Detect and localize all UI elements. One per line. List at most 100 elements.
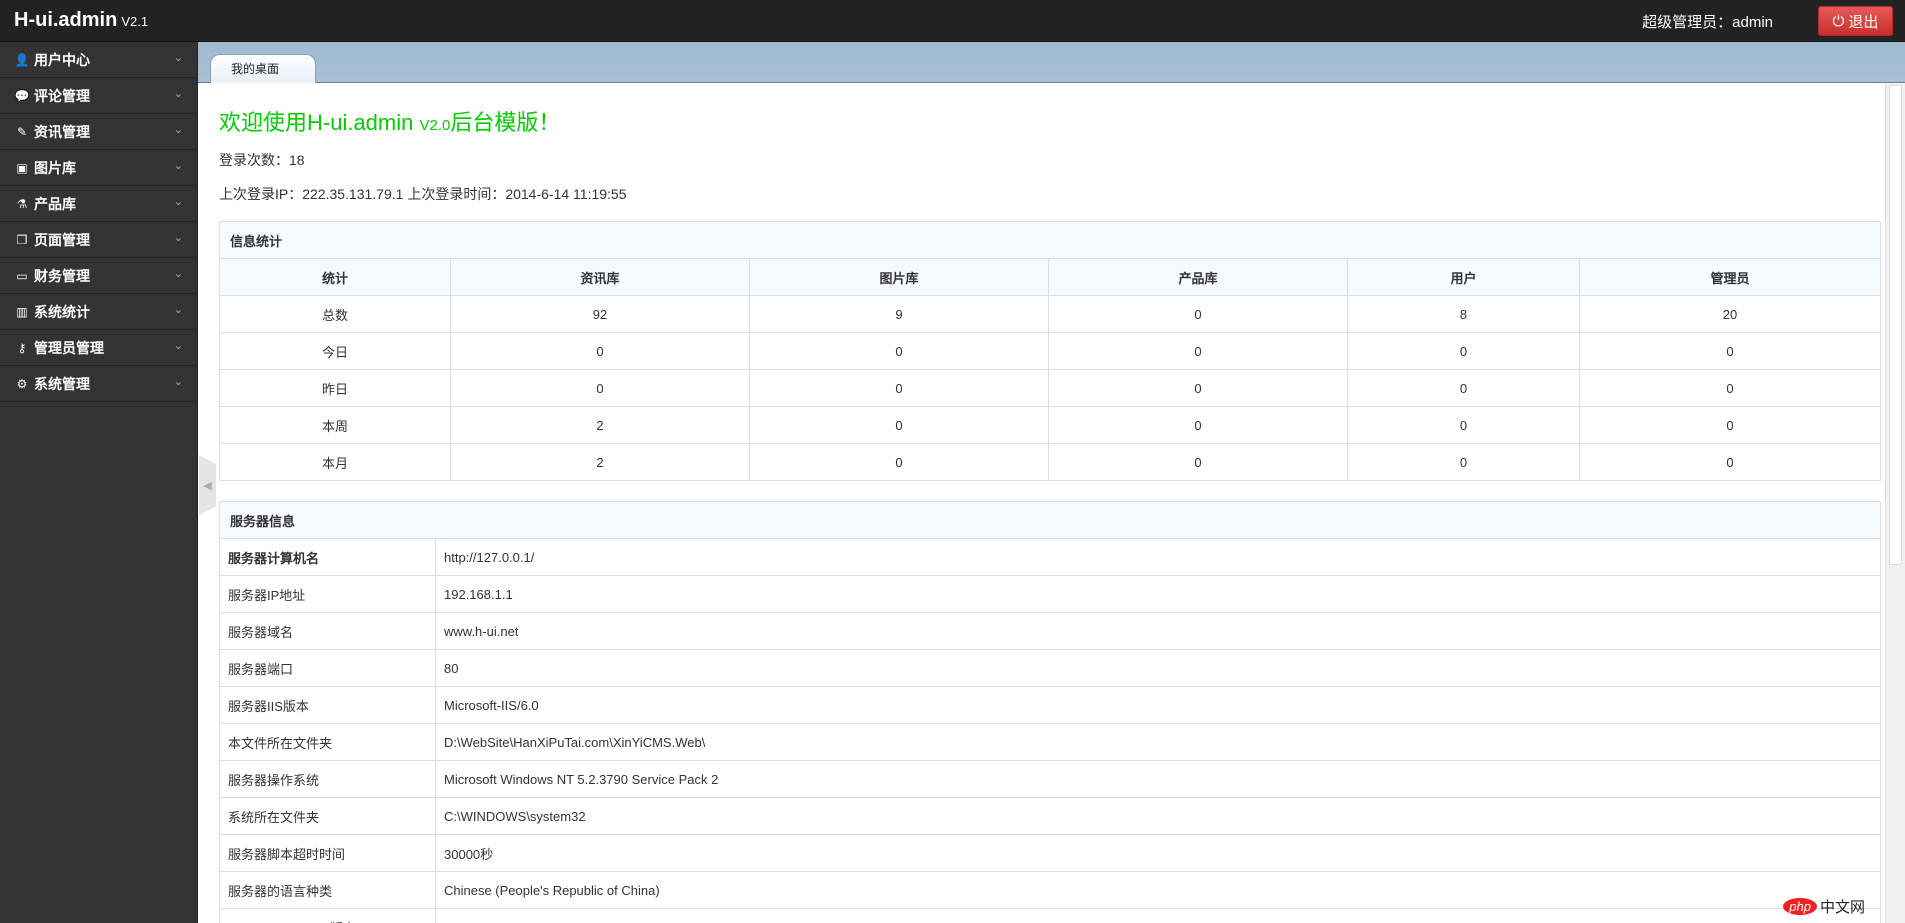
column-header: 资讯库 — [450, 258, 750, 296]
current-user: 超级管理员：admin — [1642, 14, 1773, 31]
table-cell: 0 — [1579, 443, 1881, 481]
table-cell: 0 — [1347, 332, 1580, 370]
table-cell: 0 — [1048, 332, 1348, 370]
power-icon: ⏻ — [1832, 12, 1845, 30]
server-info-table: 服务器信息 服务器计算机名 http://127.0.0.1/服务器IP地址 192.… — [219, 501, 1881, 923]
server-key: 服务器的语言种类 — [219, 871, 436, 909]
server-value: 80 — [435, 649, 1881, 687]
table-row: 服务器端口 80 — [219, 649, 1881, 687]
chevron-down-icon: ⌄ — [173, 196, 183, 208]
comments-icon: 💬 — [14, 88, 30, 103]
table-cell: 0 — [749, 406, 1049, 444]
table-cell: 0 — [450, 369, 750, 407]
table-row: 本周 2 0 0 0 0 — [219, 406, 1881, 444]
column-header: 统计 — [219, 258, 451, 296]
server-key: 本文件所在文件夹 — [219, 723, 436, 761]
sidebar-item-4[interactable]: ⚗ 产品库 ⌄ — [0, 186, 197, 222]
server-info-title: 服务器信息 — [219, 501, 1881, 539]
server-key: 服务器域名 — [219, 612, 436, 650]
chevron-down-icon: ⌄ — [173, 340, 183, 352]
table-cell: 0 — [749, 369, 1049, 407]
sidebar-item-1[interactable]: 💬 评论管理 ⌄ — [0, 78, 197, 114]
cogs-icon: ⚙ — [16, 376, 28, 391]
sidebar-item-9[interactable]: ⚙ 系统管理 ⌄ — [0, 366, 197, 402]
table-row: 本月 2 0 0 0 0 — [219, 443, 1881, 481]
table-cell: 0 — [1048, 443, 1348, 481]
table-row: 今日 0 0 0 0 0 — [219, 332, 1881, 370]
table-cell: 0 — [749, 332, 1049, 370]
sidebar-item-label: 评论管理 — [34, 87, 90, 104]
sidebar-item-5[interactable]: ❐ 页面管理 ⌄ — [0, 222, 197, 258]
table-cell: 92 — [450, 295, 750, 333]
table-cell: 0 — [1347, 369, 1580, 407]
sidebar-item-8[interactable]: ⚷ 管理员管理 ⌄ — [0, 330, 197, 366]
sidebar-item-3[interactable]: ▣ 图片库 ⌄ — [0, 150, 197, 186]
table-cell: 昨日 — [219, 369, 451, 407]
sidebar-item-label: 系统管理 — [34, 375, 90, 392]
beaker-icon: ⚗ — [16, 196, 28, 211]
credit-card-icon: ▭ — [16, 268, 28, 283]
table-cell: 0 — [1347, 406, 1580, 444]
sidebar-item-0[interactable]: 👤 用户中心 ⌄ — [0, 42, 197, 78]
main-content: 欢迎使用H-ui.admin V2.0后台模版！ 登录次数：18 上次登录IP：… — [199, 83, 1885, 923]
version: V2.1 — [121, 14, 149, 29]
table-cell: 0 — [1048, 369, 1348, 407]
chevron-down-icon: ⌄ — [173, 376, 183, 388]
server-key: 服务器脚本超时时间 — [219, 834, 436, 872]
tab-my-desktop[interactable]: 我的桌面 — [210, 54, 316, 83]
sidebar-item-label: 用户中心 — [34, 51, 90, 68]
table-row: 服务器IP地址 192.168.1.1 — [219, 575, 1881, 613]
table-cell: 0 — [1579, 369, 1881, 407]
stats-title: 信息统计 — [219, 221, 1881, 259]
welcome-title: 欢迎使用H-ui.admin V2.0后台模版！ — [219, 110, 561, 135]
chevron-down-icon: ⌄ — [173, 304, 183, 316]
server-value: 192.168.1.1 — [435, 575, 1881, 613]
sidebar-item-6[interactable]: ▭ 财务管理 ⌄ — [0, 258, 197, 294]
table-row: 总数 92 9 0 8 20 — [219, 295, 1881, 333]
server-key: 服务器端口 — [219, 649, 436, 687]
sidebar-item-2[interactable]: ✎ 资讯管理 ⌄ — [0, 114, 197, 150]
table-cell: 0 — [1048, 295, 1348, 333]
sidebar-item-label: 图片库 — [34, 159, 76, 176]
collapse-sidebar-button[interactable]: ◀ — [199, 455, 216, 515]
table-cell: 总数 — [219, 295, 451, 333]
scrollbar[interactable] — [1885, 83, 1905, 923]
table-row: 服务器IIS版本 Microsoft-IIS/6.0 — [219, 686, 1881, 724]
server-value: www.h-ui.net — [435, 612, 1881, 650]
server-value: 2.050727.3655 — [435, 908, 1881, 923]
server-value: Microsoft Windows NT 5.2.3790 Service Pa… — [435, 760, 1881, 798]
table-cell: 0 — [1048, 406, 1348, 444]
column-header: 产品库 — [1048, 258, 1348, 296]
scrollbar-thumb[interactable] — [1889, 85, 1902, 565]
key-icon: ⚷ — [17, 340, 27, 355]
server-key: .NET Framework 版本 — [219, 908, 436, 923]
chevron-down-icon: ⌄ — [173, 124, 183, 136]
table-row: 本文件所在文件夹 D:\WebSite\HanXiPuTai.com\XinYiC… — [219, 723, 1881, 761]
server-key: 服务器IIS版本 — [219, 686, 436, 724]
sidebar-item-label: 管理员管理 — [34, 339, 104, 356]
column-header: 用户 — [1347, 258, 1580, 296]
picture-icon: ▣ — [16, 160, 28, 175]
logo[interactable]: H-ui.admin V2.1 — [14, 9, 149, 31]
table-row: .NET Framework 版本2.050727.3655 — [219, 908, 1881, 923]
table-cell: 2 — [450, 443, 750, 481]
table-cell: 今日 — [219, 332, 451, 370]
logout-button[interactable]: ⏻ 退出 — [1818, 6, 1893, 36]
sidebar-item-label: 系统统计 — [34, 303, 90, 320]
sidebar-item-label: 财务管理 — [34, 267, 90, 284]
server-value: Chinese (People's Republic of China) — [435, 871, 1881, 909]
table-cell: 本周 — [219, 406, 451, 444]
server-key: 服务器IP地址 — [219, 575, 436, 613]
top-header: H-ui.admin V2.1 超级管理员：admin ⏻ 退出 — [0, 0, 1905, 42]
stats-table: 信息统计 统计 资讯库 图片库 产品库 用户 管理员 总数 92 9 0 8 20 今日 0 0 0 0 0 昨日 0 0… — [219, 221, 1881, 481]
table-row: 服务器计算机名 http://127.0.0.1/ — [219, 538, 1881, 576]
table-row: 系统所在文件夹 C:\WINDOWS\system32 — [219, 797, 1881, 835]
server-value: C:\WINDOWS\system32 — [435, 797, 1881, 835]
caret-left-icon: ◀ — [203, 479, 212, 492]
table-row: 服务器操作系统 Microsoft Windows NT 5.2.3790 Ser… — [219, 760, 1881, 798]
server-value: Microsoft-IIS/6.0 — [435, 686, 1881, 724]
table-cell: 0 — [1579, 332, 1881, 370]
server-value: http://127.0.0.1/ — [435, 538, 1881, 576]
login-count: 登录次数：18 — [219, 152, 305, 168]
sidebar-item-7[interactable]: ▥ 系统统计 ⌄ — [0, 294, 197, 330]
